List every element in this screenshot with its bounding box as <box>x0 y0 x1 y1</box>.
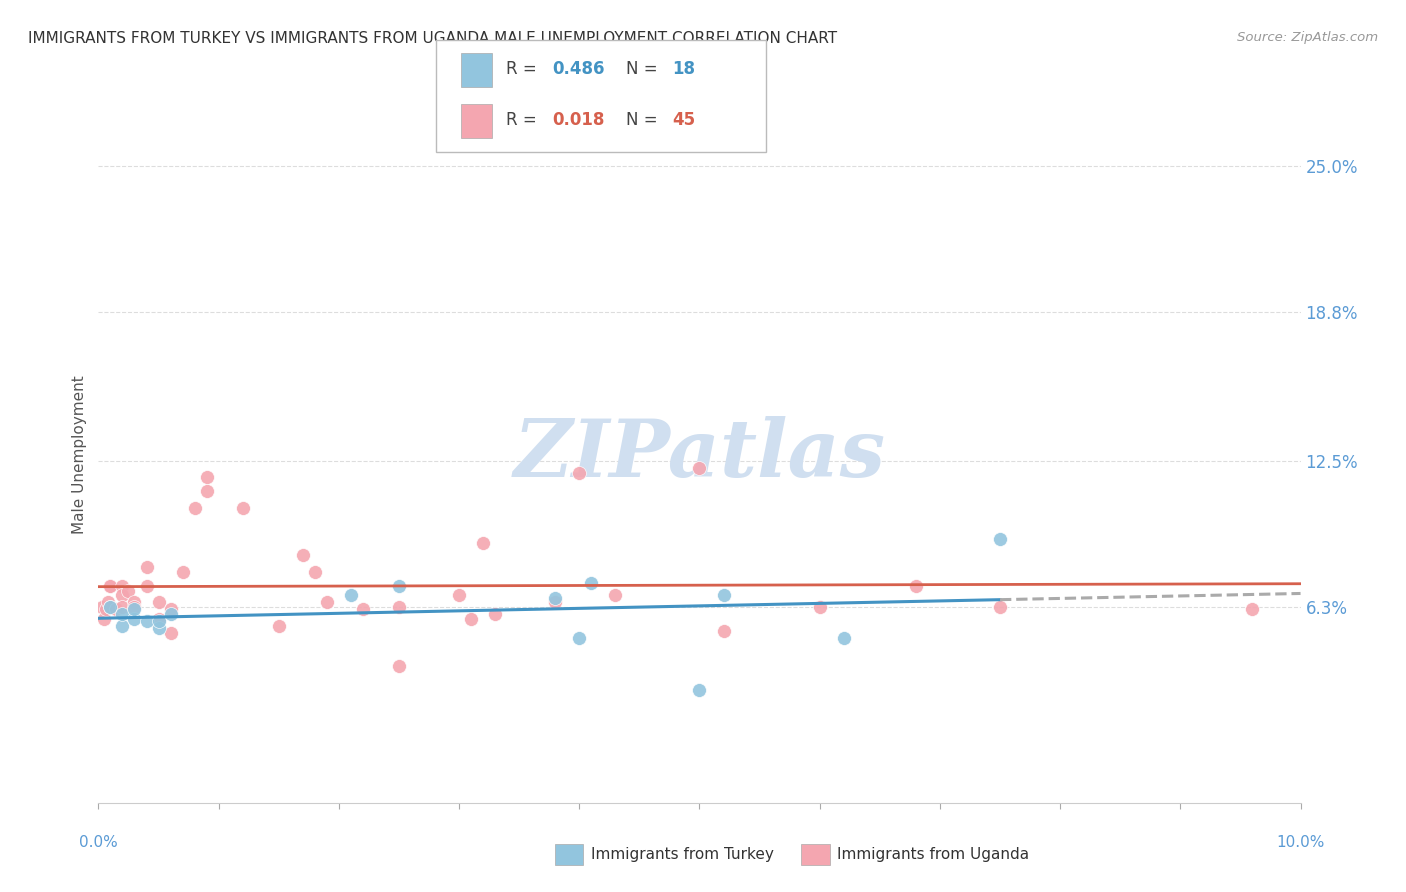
Point <box>172 565 194 579</box>
Point <box>713 624 735 638</box>
Point <box>117 583 139 598</box>
Point <box>111 579 134 593</box>
Point <box>568 466 591 480</box>
Point <box>904 579 927 593</box>
Point <box>100 579 122 593</box>
Point <box>689 682 711 697</box>
Point <box>484 607 506 621</box>
Text: 0.018: 0.018 <box>553 112 605 129</box>
Point <box>124 602 146 616</box>
Point <box>713 588 735 602</box>
Point <box>315 595 337 609</box>
Point <box>832 631 855 645</box>
Point <box>304 565 326 579</box>
Point <box>105 602 128 616</box>
Y-axis label: Male Unemployment: Male Unemployment <box>72 376 87 534</box>
Point <box>988 532 1011 546</box>
Point <box>124 600 146 615</box>
Text: ZIPatlas: ZIPatlas <box>513 417 886 493</box>
Text: N =: N = <box>626 112 662 129</box>
Point <box>544 595 567 609</box>
Point <box>111 588 134 602</box>
Point <box>111 607 134 621</box>
Point <box>232 500 254 515</box>
Point <box>124 612 146 626</box>
Point <box>352 602 374 616</box>
Point <box>94 602 117 616</box>
Point <box>91 600 114 615</box>
Text: 0.486: 0.486 <box>553 60 605 78</box>
Text: Immigrants from Uganda: Immigrants from Uganda <box>837 847 1029 862</box>
Text: N =: N = <box>626 60 662 78</box>
Point <box>195 484 218 499</box>
Text: R =: R = <box>506 60 543 78</box>
Point <box>100 600 122 615</box>
Point <box>267 619 290 633</box>
Point <box>159 602 181 616</box>
Point <box>460 612 482 626</box>
Point <box>1241 602 1264 616</box>
Point <box>148 621 170 635</box>
Point <box>447 588 470 602</box>
Point <box>568 631 591 645</box>
Point <box>159 626 181 640</box>
Point <box>605 588 627 602</box>
Point <box>808 600 831 615</box>
Point <box>689 461 711 475</box>
Point <box>388 579 411 593</box>
Point <box>111 600 134 615</box>
Text: IMMIGRANTS FROM TURKEY VS IMMIGRANTS FROM UGANDA MALE UNEMPLOYMENT CORRELATION C: IMMIGRANTS FROM TURKEY VS IMMIGRANTS FRO… <box>28 31 837 46</box>
Text: 45: 45 <box>672 112 695 129</box>
Point <box>93 612 115 626</box>
Text: Immigrants from Turkey: Immigrants from Turkey <box>591 847 773 862</box>
Point <box>135 614 157 628</box>
Point <box>148 595 170 609</box>
Text: R =: R = <box>506 112 543 129</box>
Point <box>124 595 146 609</box>
Point <box>135 579 157 593</box>
Point <box>988 600 1011 615</box>
Point <box>135 560 157 574</box>
Text: Source: ZipAtlas.com: Source: ZipAtlas.com <box>1237 31 1378 45</box>
Point <box>388 600 411 615</box>
Point <box>544 591 567 605</box>
Point <box>388 659 411 673</box>
Text: 10.0%: 10.0% <box>1277 836 1324 850</box>
Point <box>100 600 122 615</box>
Point <box>148 614 170 628</box>
Point <box>340 588 363 602</box>
Point <box>148 612 170 626</box>
Point <box>100 579 122 593</box>
Point <box>183 500 205 515</box>
Text: 18: 18 <box>672 60 695 78</box>
Point <box>159 607 181 621</box>
Point <box>97 595 120 609</box>
Point <box>111 619 134 633</box>
Point <box>195 470 218 484</box>
Text: 0.0%: 0.0% <box>79 836 118 850</box>
Point <box>581 576 603 591</box>
Point <box>472 536 495 550</box>
Point <box>291 548 314 562</box>
